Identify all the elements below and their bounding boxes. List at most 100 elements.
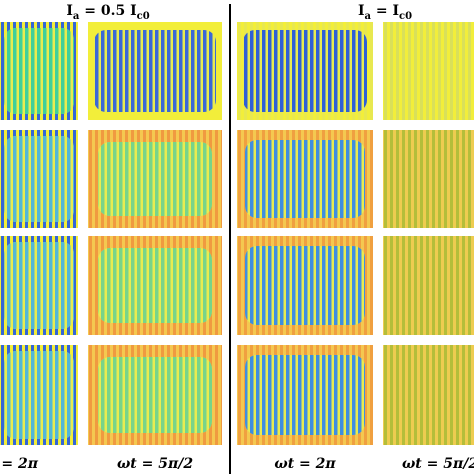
stripe: [298, 30, 302, 112]
stripe: [298, 140, 302, 218]
stripe: [55, 28, 59, 114]
stripe: [462, 236, 465, 335]
stripe: [221, 22, 222, 120]
stripe: [426, 345, 429, 445]
stripe: [55, 351, 59, 439]
stripe: [173, 142, 177, 216]
stripe: [304, 246, 308, 325]
stripe: [364, 236, 367, 335]
stripe: [352, 140, 356, 218]
stripe: [113, 30, 117, 112]
stripe: [352, 246, 356, 325]
stripe: [221, 130, 222, 228]
panel: [0, 22, 78, 120]
stripe: [456, 236, 459, 335]
stripe: [316, 355, 320, 435]
stripe: [340, 140, 344, 218]
stripe: [328, 30, 332, 112]
stripe: [328, 246, 332, 325]
stripe: [256, 30, 260, 112]
stripe: [197, 357, 201, 433]
stripe: [119, 248, 123, 323]
stripe: [298, 355, 302, 435]
stripe: [310, 30, 314, 112]
stripe: [107, 30, 111, 112]
stripe: [328, 355, 332, 435]
stripe: [73, 345, 76, 445]
stripe: [328, 140, 332, 218]
stripe: [292, 140, 296, 218]
symbol: I: [358, 3, 365, 19]
stripe: [274, 355, 278, 435]
stripe: [155, 248, 159, 323]
stripe: [370, 236, 373, 335]
stripe: [61, 136, 65, 222]
stripe: [25, 242, 29, 329]
stripe: [468, 345, 471, 445]
stripe: [1, 345, 4, 445]
stripe: [426, 130, 429, 228]
stripe: [61, 351, 65, 439]
panel: [383, 130, 474, 228]
stripe: [113, 248, 117, 323]
stripe: [268, 246, 272, 325]
stripe: [438, 22, 441, 120]
stripe: [73, 351, 74, 439]
stripe: [37, 351, 41, 439]
stripe: [49, 242, 53, 329]
stripe: [384, 236, 387, 335]
stripe: [322, 246, 326, 325]
stripe: [414, 130, 417, 228]
stripe: [131, 248, 135, 323]
stripe: [101, 248, 105, 323]
stripe: [173, 248, 177, 323]
stripe: [161, 30, 165, 112]
blob: [4, 136, 74, 222]
stripe: [450, 22, 453, 120]
stripe: [119, 142, 123, 216]
stripe: [334, 355, 338, 435]
stripe: [89, 22, 92, 120]
stripe: [280, 30, 284, 112]
subscript: a: [365, 11, 372, 22]
stripe: [286, 140, 290, 218]
panel: [237, 22, 373, 120]
stripe: [125, 357, 129, 433]
stripe: [444, 345, 447, 445]
stripe: [256, 246, 260, 325]
panel: [237, 236, 373, 335]
header-text: = 0.5 I: [79, 3, 136, 19]
stripe: [450, 236, 453, 335]
stripe: [125, 248, 129, 323]
stripe: [197, 30, 201, 112]
stripe: [37, 242, 41, 329]
stripe: [274, 246, 278, 325]
stripe: [143, 357, 147, 433]
stripe: [215, 130, 218, 228]
stripe: [89, 236, 92, 335]
stripe: [310, 140, 314, 218]
time-label: ωt = 5π/2: [117, 456, 193, 472]
stripe: [402, 130, 405, 228]
stripe: [352, 355, 356, 435]
stripe: [444, 236, 447, 335]
blob: [4, 351, 74, 439]
stripe: [191, 30, 195, 112]
stripe: [468, 130, 471, 228]
stripe: [125, 142, 129, 216]
stripe: [245, 246, 248, 325]
stripe: [13, 242, 17, 329]
stripe: [37, 28, 41, 114]
stripe: [238, 345, 241, 445]
stripe: [432, 22, 435, 120]
stripe: [167, 142, 171, 216]
panel: [237, 130, 373, 228]
stripe: [390, 22, 393, 120]
stripe: [107, 248, 111, 323]
stripe: [1, 130, 4, 228]
panel: [88, 130, 222, 228]
stripe: [250, 355, 254, 435]
stripe: [370, 22, 373, 120]
stripe: [73, 236, 76, 335]
stripe: [155, 142, 159, 216]
